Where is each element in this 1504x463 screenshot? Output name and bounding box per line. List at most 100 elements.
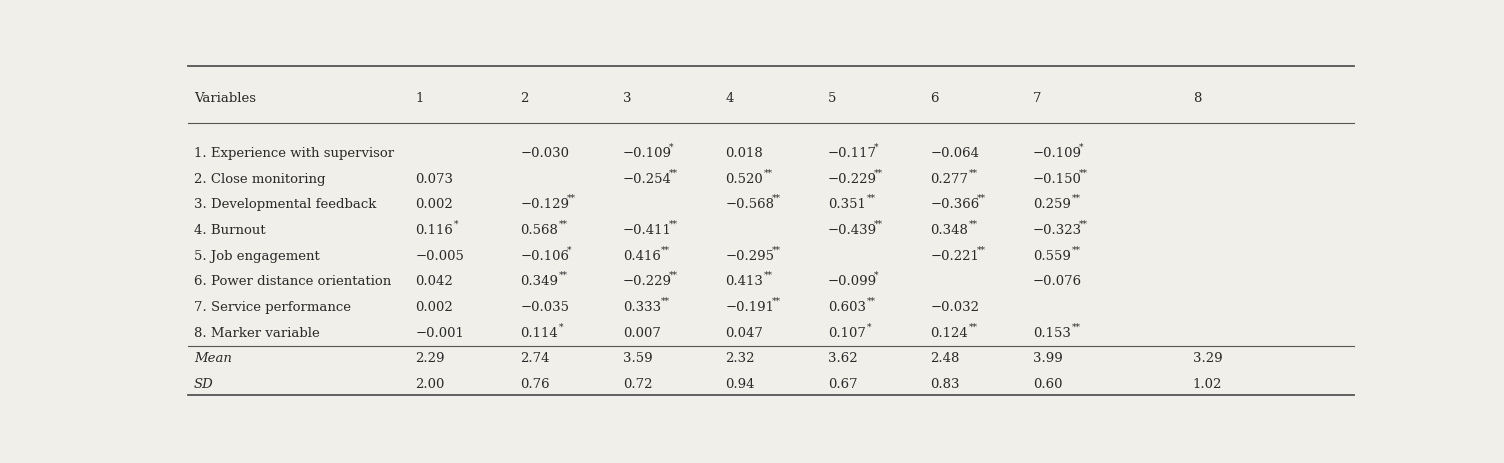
Text: 7. Service performance: 7. Service performance [194,301,350,314]
Text: **: ** [662,245,671,254]
Text: **: ** [866,194,875,203]
Text: **: ** [772,245,781,254]
Text: SD: SD [194,378,214,391]
Text: 0.047: 0.047 [725,327,763,340]
Text: −0.129: −0.129 [520,199,569,212]
Text: 2: 2 [520,92,528,105]
Text: 0.073: 0.073 [415,173,453,186]
Text: 1: 1 [415,92,424,105]
Text: **: ** [772,297,781,306]
Text: 2.00: 2.00 [415,378,445,391]
Text: 6: 6 [931,92,938,105]
Text: **: ** [969,169,978,177]
Text: 0.67: 0.67 [827,378,857,391]
Text: −0.191: −0.191 [725,301,775,314]
Text: 6. Power distance orientation: 6. Power distance orientation [194,275,391,288]
Text: 3.62: 3.62 [827,352,857,365]
Text: 3.99: 3.99 [1033,352,1063,365]
Text: −0.109: −0.109 [1033,147,1081,160]
Text: 0.002: 0.002 [415,301,453,314]
Text: Variables: Variables [194,92,256,105]
Text: 0.116: 0.116 [415,224,453,237]
Text: **: ** [764,271,773,280]
Text: −0.150: −0.150 [1033,173,1081,186]
Text: **: ** [1071,194,1080,203]
Text: −0.254: −0.254 [623,173,672,186]
Text: −0.032: −0.032 [931,301,979,314]
Text: 4. Burnout: 4. Burnout [194,224,265,237]
Text: 2.32: 2.32 [725,352,755,365]
Text: 0.259: 0.259 [1033,199,1071,212]
Text: *: * [454,219,459,229]
Text: 2.74: 2.74 [520,352,549,365]
Text: 0.333: 0.333 [623,301,660,314]
Text: 0.568: 0.568 [520,224,558,237]
Text: 0.107: 0.107 [827,327,866,340]
Text: 0.018: 0.018 [725,147,763,160]
Text: *: * [669,143,674,152]
Text: −0.117: −0.117 [827,147,877,160]
Text: *: * [558,322,562,332]
Text: 0.603: 0.603 [827,301,866,314]
Text: −0.005: −0.005 [415,250,465,263]
Text: 8. Marker variable: 8. Marker variable [194,327,319,340]
Text: **: ** [976,194,985,203]
Text: 2.29: 2.29 [415,352,445,365]
Text: −0.323: −0.323 [1033,224,1083,237]
Text: 0.72: 0.72 [623,378,653,391]
Text: 1.02: 1.02 [1193,378,1223,391]
Text: 3.29: 3.29 [1193,352,1223,365]
Text: **: ** [669,271,678,280]
Text: **: ** [567,194,576,203]
Text: 0.002: 0.002 [415,199,453,212]
Text: **: ** [558,271,567,280]
Text: −0.109: −0.109 [623,147,672,160]
Text: −0.221: −0.221 [931,250,979,263]
Text: 2. Close monitoring: 2. Close monitoring [194,173,325,186]
Text: *: * [1080,143,1084,152]
Text: 5: 5 [827,92,836,105]
Text: 4: 4 [725,92,734,105]
Text: **: ** [874,169,883,177]
Text: Mean: Mean [194,352,232,365]
Text: *: * [874,271,878,280]
Text: 0.114: 0.114 [520,327,558,340]
Text: 0.351: 0.351 [827,199,866,212]
Text: −0.366: −0.366 [931,199,979,212]
Text: 7: 7 [1033,92,1042,105]
Text: 3. Developmental feedback: 3. Developmental feedback [194,199,376,212]
Text: 5. Job engagement: 5. Job engagement [194,250,319,263]
Text: −0.001: −0.001 [415,327,465,340]
Text: 0.042: 0.042 [415,275,453,288]
Text: −0.035: −0.035 [520,301,569,314]
Text: *: * [874,143,878,152]
Text: 0.416: 0.416 [623,250,660,263]
Text: −0.229: −0.229 [623,275,672,288]
Text: **: ** [1080,219,1089,229]
Text: **: ** [558,219,567,229]
Text: **: ** [669,169,678,177]
Text: 1. Experience with supervisor: 1. Experience with supervisor [194,147,394,160]
Text: 0.60: 0.60 [1033,378,1062,391]
Text: 0.94: 0.94 [725,378,755,391]
Text: **: ** [866,297,875,306]
Text: 0.413: 0.413 [725,275,763,288]
Text: **: ** [772,194,781,203]
Text: 0.559: 0.559 [1033,250,1071,263]
Text: 0.76: 0.76 [520,378,550,391]
Text: **: ** [662,297,671,306]
Text: 0.520: 0.520 [725,173,763,186]
Text: −0.411: −0.411 [623,224,672,237]
Text: 0.83: 0.83 [931,378,960,391]
Text: −0.099: −0.099 [827,275,877,288]
Text: **: ** [969,322,978,332]
Text: 3: 3 [623,92,632,105]
Text: 0.348: 0.348 [931,224,969,237]
Text: 0.277: 0.277 [931,173,969,186]
Text: **: ** [1080,169,1089,177]
Text: −0.568: −0.568 [725,199,775,212]
Text: 0.153: 0.153 [1033,327,1071,340]
Text: **: ** [969,219,978,229]
Text: **: ** [1071,322,1080,332]
Text: 0.007: 0.007 [623,327,660,340]
